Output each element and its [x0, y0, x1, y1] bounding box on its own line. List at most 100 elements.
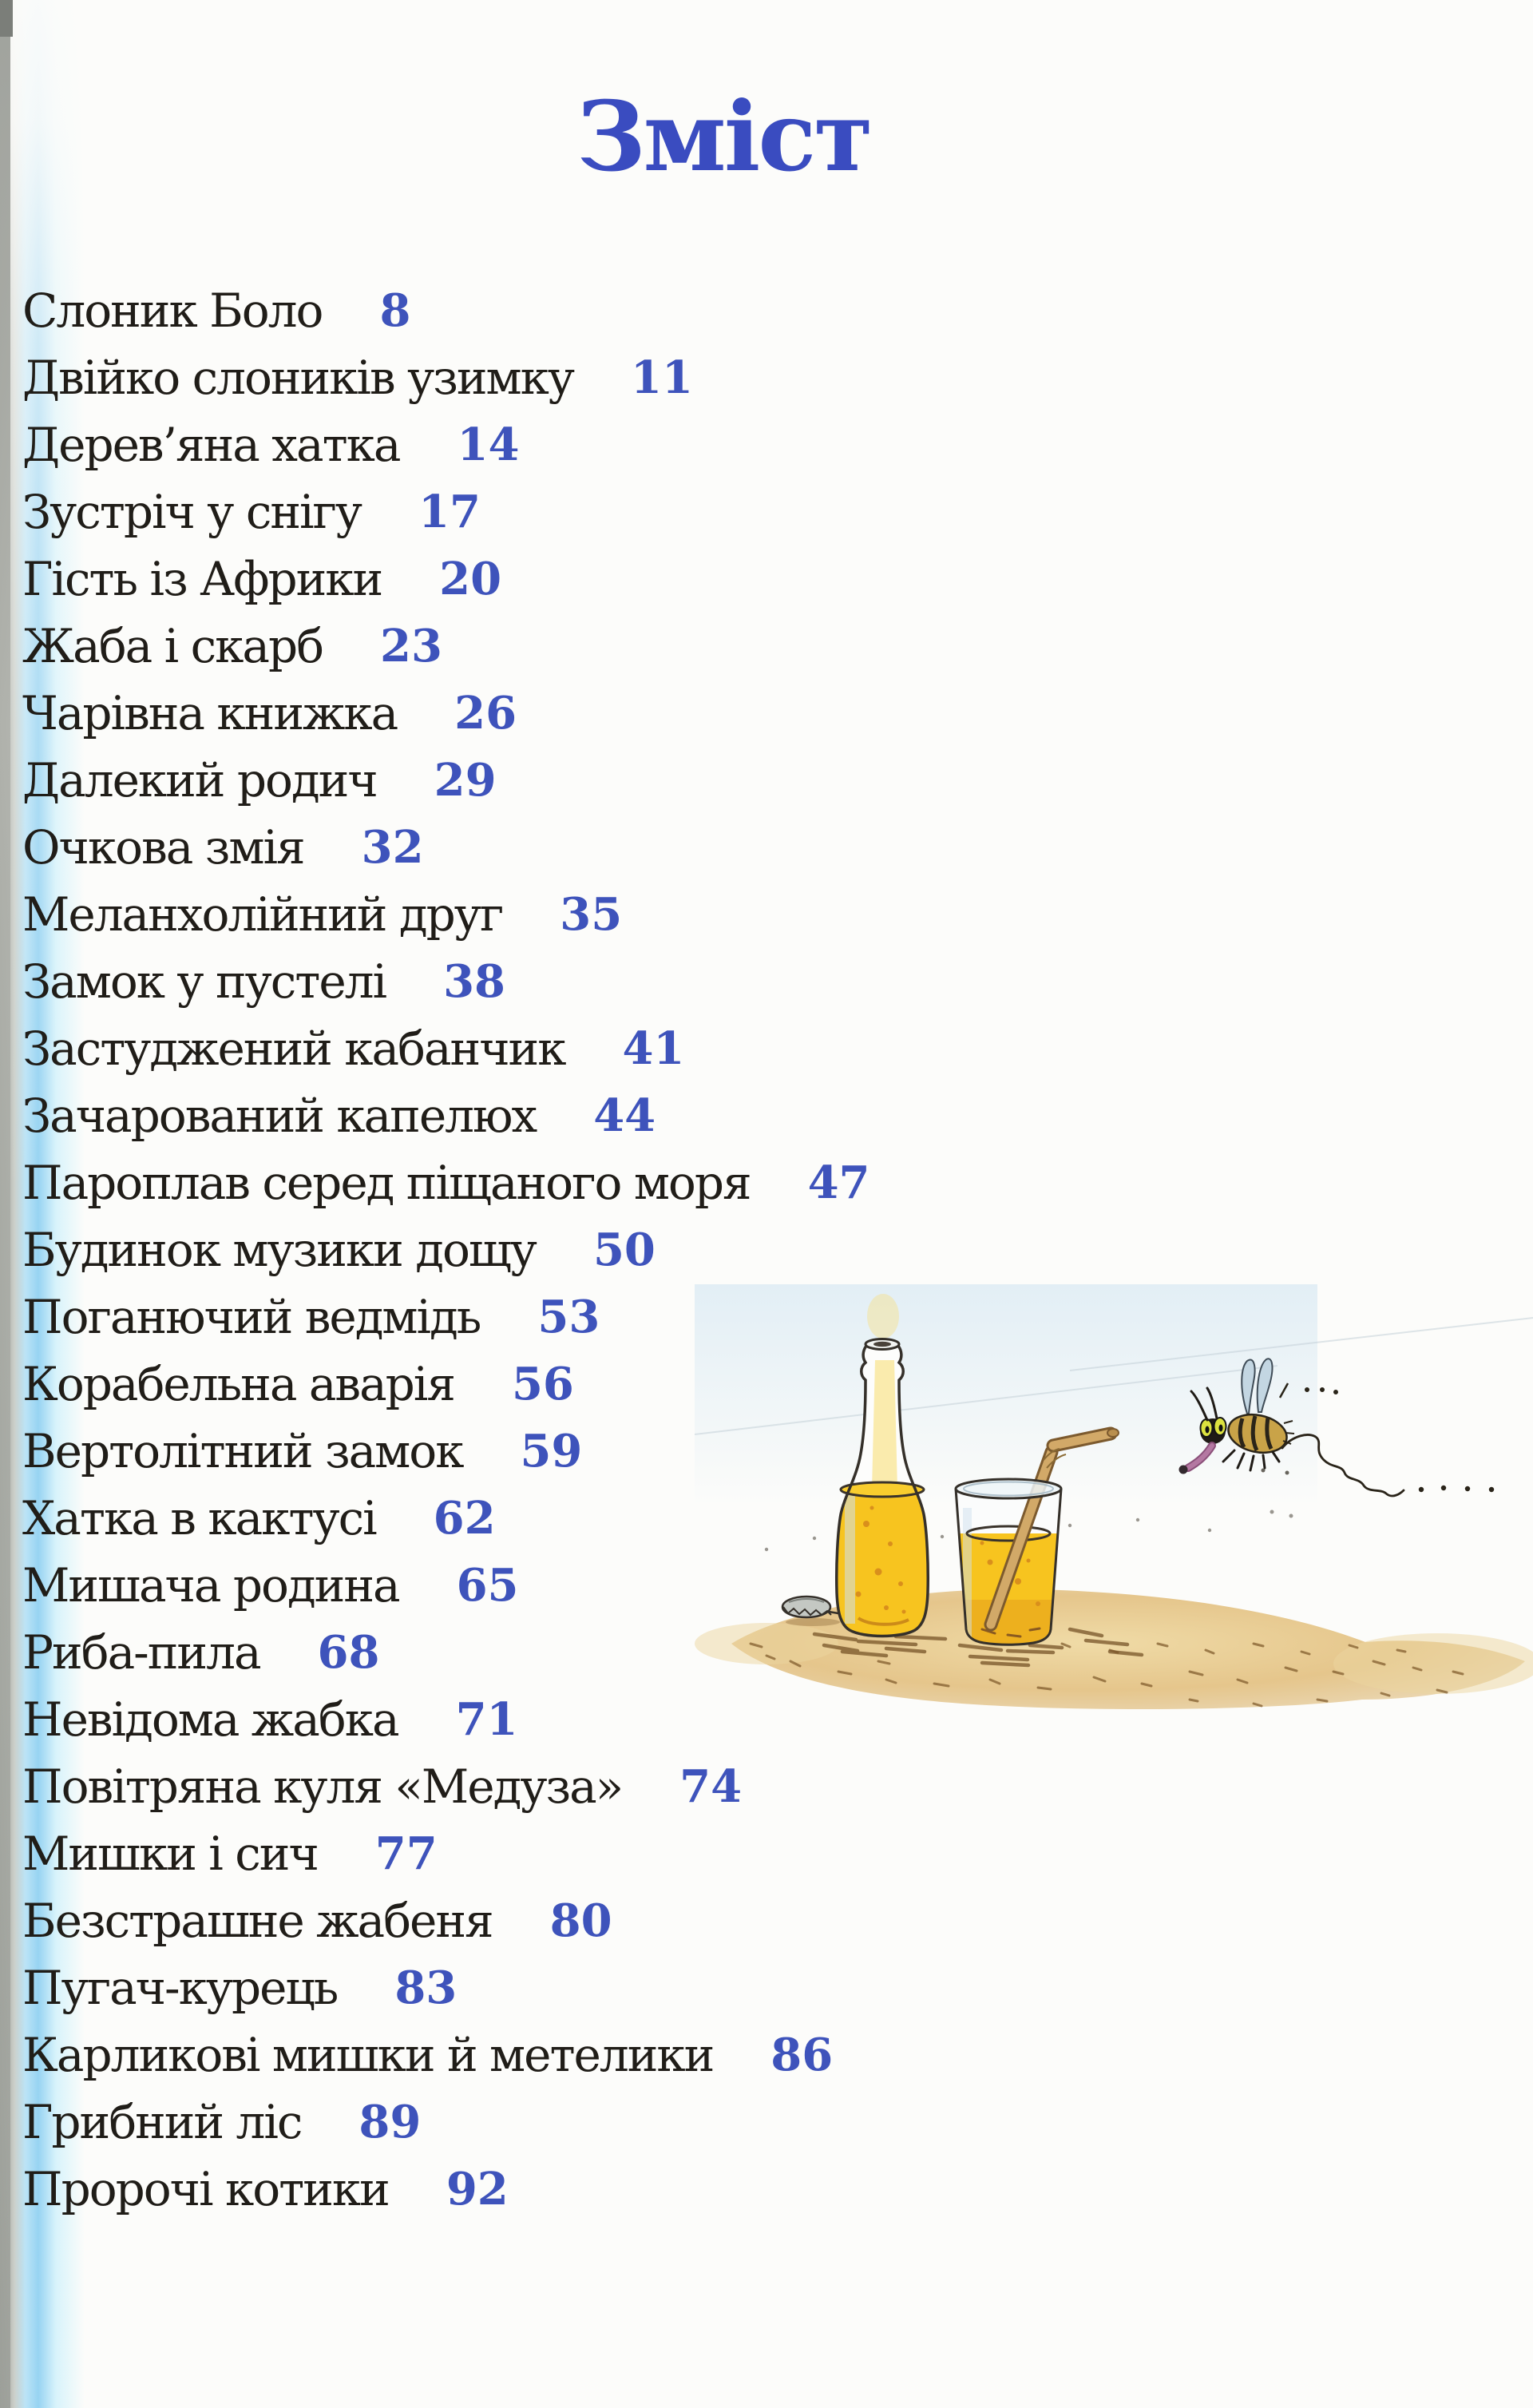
chapter-page-number: 47: [807, 1156, 870, 1209]
toc-entry: Замок у пустелі 38: [22, 948, 901, 1015]
chapter-page-number: 86: [770, 2029, 834, 2081]
chapter-page-number: 92: [446, 2163, 509, 2216]
chapter-title: Повітряна куля «Медуза»: [22, 1759, 624, 1814]
chapter-page-number: 62: [433, 1492, 496, 1545]
toc-entry: Зустріч у снігу 17: [22, 478, 901, 545]
toc-entry: Чарівна книжка 26: [22, 680, 901, 747]
chapter-page-number: 68: [317, 1626, 380, 1679]
sand-ground: [695, 1589, 1533, 1709]
bottle-cap: [781, 1595, 858, 1626]
chapter-page-number: 20: [439, 553, 502, 605]
chapter-title: Мишки і сич: [22, 1827, 319, 1881]
toc-entry: Пароплав серед піщаного моря 47: [22, 1149, 901, 1216]
toc-entry: Грибний ліс 89: [22, 2089, 901, 2156]
chapter-title: Безстрашне жабеня: [22, 1894, 494, 1948]
chapter-page-number: 56: [511, 1358, 574, 1410]
chapter-page-number: 74: [679, 1760, 743, 1813]
chapter-title: Зачарований капелюх: [22, 1089, 537, 1143]
chapter-title: Дерев’яна хатка: [22, 418, 401, 472]
chapter-page-number: 44: [593, 1089, 656, 1142]
toc-entry: Хатка в кактусі 62: [22, 1485, 901, 1552]
chapter-page-number: 41: [622, 1022, 685, 1075]
toc-entry: Мишача родина 65: [22, 1552, 901, 1619]
toc-entry: Повітряна куля «Медуза» 74: [22, 1753, 901, 1820]
chapter-page-number: 50: [592, 1224, 656, 1276]
chapter-title: Грибний ліс: [22, 2095, 303, 2149]
page-title: Зміст: [576, 81, 873, 193]
chapter-page-number: 26: [454, 687, 517, 740]
chapter-title: Хатка в кактусі: [22, 1491, 378, 1545]
toc-entry: Невідома жабка 71: [22, 1686, 901, 1753]
chapter-title: Гість із Африки: [22, 552, 383, 606]
chapter-page-number: 83: [394, 1962, 458, 2014]
sand-speckles: [749, 1642, 1464, 1708]
chapter-title: Будинок музики дощу: [22, 1223, 537, 1277]
chapter-title: Корабельна аварія: [22, 1357, 456, 1411]
chapter-page-number: 38: [443, 955, 506, 1008]
chapter-page-number: 29: [434, 754, 497, 807]
chapter-title: Пророчі котики: [22, 2162, 390, 2216]
bee: [1178, 1358, 1338, 1474]
chapter-title: Чарівна книжка: [22, 686, 398, 740]
chapter-title: Замок у пустелі: [22, 954, 387, 1009]
chapter-title: Двійко слоників узимку: [22, 351, 575, 405]
chapter-title: Карликові мишки й метелики: [22, 2028, 715, 2082]
sky-wash: [695, 1284, 1317, 1508]
table-of-contents: Слоник Боло 8 Двійко слоників узимку 11 …: [22, 277, 901, 2223]
toc-entry: Безстрашне жабеня 80: [22, 1887, 901, 1954]
toc-entry: Двійко слоників узимку 11: [22, 344, 901, 411]
toc-entry: Карликові мишки й метелики 86: [22, 2021, 901, 2089]
toc-entry: Дерев’яна хатка 14: [22, 411, 901, 478]
toc-entry: Пророчі котики 92: [22, 2156, 901, 2223]
chapter-page-number: 14: [457, 419, 520, 471]
scan-corner-notch: [0, 0, 13, 37]
drinking-glass: [954, 1426, 1119, 1646]
toc-entry: Вертолітний замок 59: [22, 1418, 901, 1485]
toc-entry: Риба-пила 68: [22, 1619, 901, 1686]
toc-entry: Застуджений кабанчик 41: [22, 1015, 901, 1082]
bee-wings: [1241, 1358, 1274, 1414]
toc-entry: Меланхолійний друг 35: [22, 881, 901, 948]
chapter-page-number: 59: [520, 1425, 583, 1478]
chapter-title: Застуджений кабанчик: [22, 1022, 566, 1076]
soda-bottle: [835, 1294, 929, 1638]
chapter-title: Мишача родина: [22, 1558, 401, 1613]
toc-entry: Слоник Боло 8: [22, 277, 901, 344]
chapter-title: Меланхолійний друг: [22, 887, 504, 942]
toc-entry: Корабельна аварія 56: [22, 1351, 901, 1418]
chapter-page-number: 23: [380, 620, 442, 672]
chapter-title: Пароплав серед піщаного моря: [22, 1156, 752, 1210]
pencil-lines: [695, 1317, 1533, 1435]
chapter-title: Зустріч у снігу: [22, 485, 362, 539]
watercolor-illustration: [695, 1284, 1533, 1709]
chapter-title: Пугач-курець: [22, 1961, 339, 2015]
chapter-page-number: 65: [456, 1559, 519, 1612]
chapter-page-number: 77: [374, 1827, 438, 1880]
toc-entry: Зачарований капелюх 44: [22, 1082, 901, 1149]
chapter-title: Вертолітний замок: [22, 1424, 464, 1478]
chapter-page-number: 32: [361, 821, 424, 874]
toc-entry: Поганючий ведмідь 53: [22, 1283, 901, 1351]
toc-entry: Пугач-курець 83: [22, 1954, 901, 2021]
toc-entry: Очкова змія 32: [22, 814, 901, 881]
scan-edge-fade: [0, 0, 96, 2408]
chapter-title: Поганючий ведмідь: [22, 1290, 481, 1344]
bee-tongue: [1178, 1442, 1216, 1474]
bee-antennae: [1190, 1386, 1218, 1422]
chapter-title: Риба-пила: [22, 1625, 262, 1680]
flight-trail: [1261, 1434, 1495, 1498]
toc-entry: Гість із Африки 20: [22, 545, 901, 613]
chapter-title: Слоник Боло: [22, 284, 323, 338]
toc-entry: Далекий родич 29: [22, 747, 901, 814]
scan-edge-grey-line: [0, 0, 10, 2408]
chapter-title: Далекий родич: [22, 753, 378, 807]
chapter-page-number: 17: [418, 486, 481, 538]
chapter-page-number: 89: [358, 2096, 422, 2148]
chapter-page-number: 35: [560, 888, 623, 941]
toc-entry: Мишки і сич 77: [22, 1820, 901, 1887]
toc-entry: Жаба і скарб 23: [22, 613, 901, 680]
bee-motion-marks: [1278, 1383, 1338, 1398]
chapter-page-number: 11: [630, 351, 693, 404]
bottle-glow: [867, 1294, 899, 1339]
